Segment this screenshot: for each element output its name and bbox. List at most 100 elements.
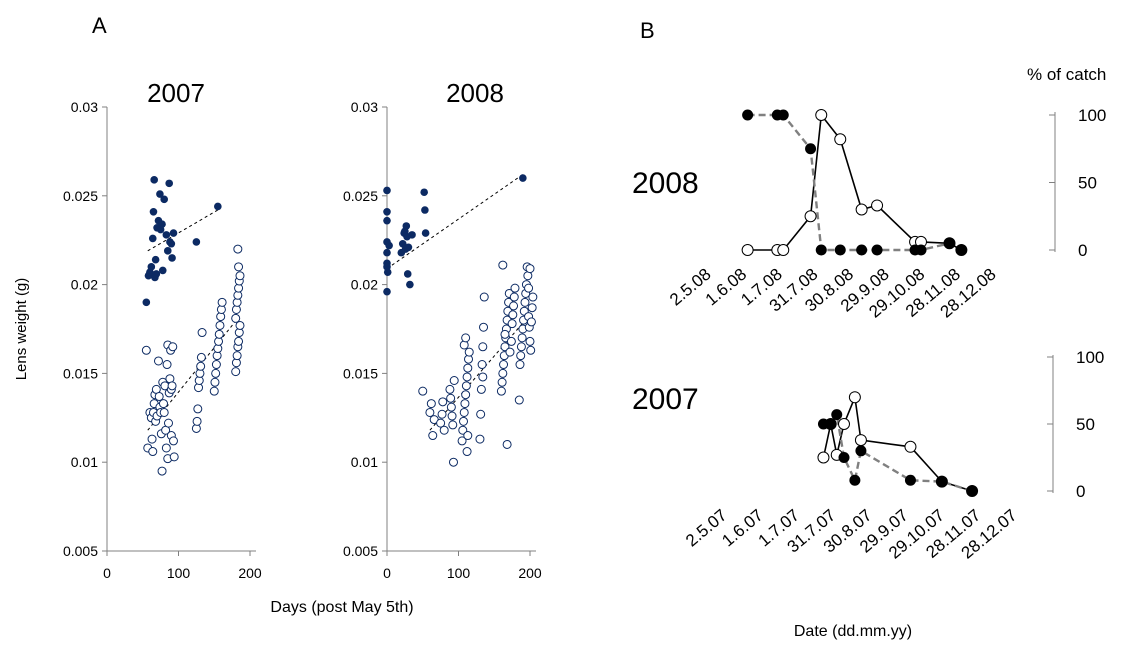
- chart-title: 2007: [632, 383, 699, 416]
- panel-label-b: B: [640, 18, 655, 43]
- data-point-open: [496, 386, 506, 396]
- data-point-open: [157, 466, 167, 476]
- data-point-filled: [805, 143, 817, 155]
- data-point-filled: [152, 270, 161, 278]
- data-point-open: [854, 434, 867, 447]
- data-point-open: [506, 336, 516, 346]
- data-point-open: [192, 416, 202, 426]
- data-point-filled: [519, 174, 527, 182]
- data-point-open: [159, 407, 169, 417]
- data-point-filled: [383, 248, 391, 257]
- data-point-open: [817, 451, 830, 464]
- x-tick-label: 0: [103, 565, 111, 581]
- data-point-open: [169, 452, 179, 462]
- data-point-open: [498, 260, 508, 270]
- y-tick-label: 0: [1078, 241, 1087, 260]
- data-point-open: [498, 368, 508, 378]
- data-point-open: [233, 244, 243, 254]
- data-point-open: [217, 297, 227, 307]
- data-point-filled: [915, 244, 927, 256]
- data-point-open: [516, 342, 526, 352]
- data-point-open: [211, 360, 221, 370]
- data-point-open: [871, 199, 884, 212]
- data-point-open: [525, 336, 535, 346]
- data-point-open: [476, 384, 486, 394]
- data-point-filled: [163, 247, 172, 255]
- data-point-open: [516, 351, 526, 361]
- series-line-dashed: [747, 113, 962, 252]
- data-point-open: [508, 310, 518, 320]
- data-point-open: [838, 418, 850, 430]
- data-point-open: [476, 409, 486, 419]
- data-point-open: [848, 391, 861, 404]
- data-point-filled: [406, 280, 414, 289]
- data-point-open: [448, 457, 458, 467]
- chart-title: 2008: [632, 167, 699, 200]
- trend-line: [386, 174, 524, 270]
- data-point-filled: [955, 244, 967, 256]
- data-point-filled: [383, 287, 391, 296]
- data-point-open: [497, 377, 507, 387]
- y-tick-label: 0.015: [343, 365, 378, 381]
- chart-title: 2008: [446, 78, 504, 108]
- data-point-open: [499, 360, 509, 370]
- y-axis-label: Lens weight (g): [13, 278, 30, 381]
- data-point-open: [447, 411, 457, 421]
- chart-title: 2007: [147, 78, 205, 108]
- x-tick-label: 0: [383, 565, 391, 581]
- data-point-open: [232, 351, 242, 361]
- data-point-open: [741, 244, 754, 256]
- trend-line: [429, 314, 531, 431]
- data-point-filled: [167, 239, 176, 248]
- data-point-open: [426, 399, 436, 409]
- series-line-solid: [747, 112, 962, 251]
- data-point-open: [505, 347, 515, 357]
- data-point-open: [463, 431, 473, 441]
- data-point-open: [168, 342, 178, 352]
- data-point-open: [167, 381, 177, 391]
- data-point-open: [141, 345, 151, 355]
- data-point-filled: [158, 266, 167, 275]
- data-point-open: [439, 425, 449, 435]
- y-tick-label: 0.02: [351, 277, 378, 293]
- data-point-filled: [834, 244, 846, 256]
- data-point-open: [461, 390, 471, 400]
- y-tick-label: 100: [1076, 348, 1104, 367]
- y-tick-label: 0.025: [63, 188, 98, 204]
- data-point-open: [196, 352, 206, 362]
- data-point-open: [459, 407, 469, 417]
- data-point-open: [815, 109, 828, 121]
- data-point-open: [464, 347, 474, 357]
- data-point-open: [418, 386, 428, 396]
- data-point-filled: [165, 179, 174, 188]
- data-point-open: [234, 262, 244, 272]
- data-point-filled: [421, 206, 429, 214]
- data-point-filled: [383, 216, 391, 225]
- data-point-open: [445, 384, 455, 394]
- data-point-open: [446, 393, 456, 403]
- data-point-open: [210, 377, 220, 387]
- data-point-open: [168, 436, 178, 446]
- data-point-filled: [966, 485, 978, 497]
- data-point-filled: [169, 229, 178, 237]
- data-point-open: [235, 320, 245, 330]
- data-point-open: [162, 360, 172, 370]
- y-tick-label: 0.02: [71, 277, 98, 293]
- data-point-open: [528, 292, 538, 302]
- data-point-open: [526, 317, 536, 327]
- data-point-open: [525, 264, 535, 274]
- data-point-open: [500, 329, 510, 339]
- data-point-filled: [156, 190, 164, 198]
- data-point-open: [436, 418, 446, 428]
- data-point-filled: [162, 231, 171, 239]
- x-tick-label: 100: [447, 565, 471, 581]
- data-point-filled: [831, 409, 843, 421]
- data-point-open: [459, 416, 469, 426]
- data-point-open: [834, 133, 847, 146]
- data-point-filled: [214, 202, 222, 211]
- data-point-open: [462, 447, 472, 457]
- data-point-filled: [871, 244, 883, 256]
- data-point-open: [477, 360, 487, 370]
- data-point-open: [509, 292, 519, 302]
- y-tick-label: 0.005: [343, 543, 378, 559]
